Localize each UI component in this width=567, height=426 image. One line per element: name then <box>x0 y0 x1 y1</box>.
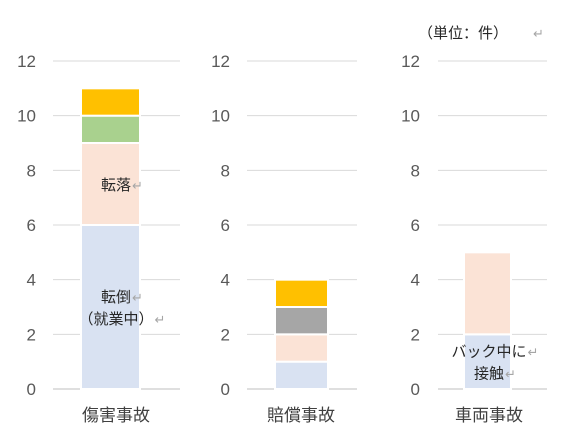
category-label: 車両事故 <box>455 406 523 426</box>
y-tick-label: 2 <box>411 325 420 344</box>
return-mark: ↵ <box>132 291 143 306</box>
y-tick-label: 10 <box>211 107 230 126</box>
return-mark: ↵ <box>155 313 166 328</box>
y-tick-label: 2 <box>27 325 36 344</box>
segment-label: 接触 <box>474 365 504 383</box>
segment-label: バック中に <box>451 343 526 361</box>
bar-segment <box>80 114 141 144</box>
segment-label: 転倒 <box>101 288 131 306</box>
segment-label: 転落 <box>101 176 131 194</box>
bar-segment <box>463 333 512 391</box>
y-tick-label: 8 <box>411 161 420 180</box>
return-mark: ↵ <box>132 179 143 194</box>
y-tick-label: 12 <box>17 52 36 71</box>
return-mark: ↵ <box>533 27 544 42</box>
category-label: 傷害事故 <box>82 406 150 426</box>
y-tick-label: 6 <box>411 216 420 235</box>
y-tick-label: 8 <box>221 161 230 180</box>
y-tick-label: 6 <box>221 216 230 235</box>
y-tick-label: 2 <box>221 325 230 344</box>
y-tick-label: 6 <box>27 216 36 235</box>
bar-segment <box>274 278 329 308</box>
bar-segment <box>274 360 329 390</box>
return-mark: ↵ <box>505 368 516 383</box>
y-tick-label: 10 <box>17 107 36 126</box>
y-tick-label: 0 <box>27 380 36 399</box>
y-tick-label: 12 <box>211 52 230 71</box>
y-tick-label: 0 <box>411 380 420 399</box>
bar-segment <box>274 306 329 336</box>
bar-segment <box>80 224 141 390</box>
category-label: 賠償事故 <box>267 406 335 426</box>
bar-segment <box>463 251 512 336</box>
segment-label: （就業中） <box>78 310 153 328</box>
unit-label: （単位：件） <box>418 24 508 42</box>
return-mark: ↵ <box>528 346 539 361</box>
y-tick-label: 10 <box>401 107 420 126</box>
y-tick-label: 4 <box>27 271 36 290</box>
y-tick-label: 8 <box>27 161 36 180</box>
y-tick-label: 4 <box>221 271 230 290</box>
y-tick-label: 0 <box>221 380 230 399</box>
y-tick-label: 12 <box>401 52 420 71</box>
bar-segment <box>80 87 141 117</box>
bar-segment <box>274 333 329 363</box>
y-tick-label: 4 <box>411 271 420 290</box>
bar-segment <box>80 142 141 226</box>
